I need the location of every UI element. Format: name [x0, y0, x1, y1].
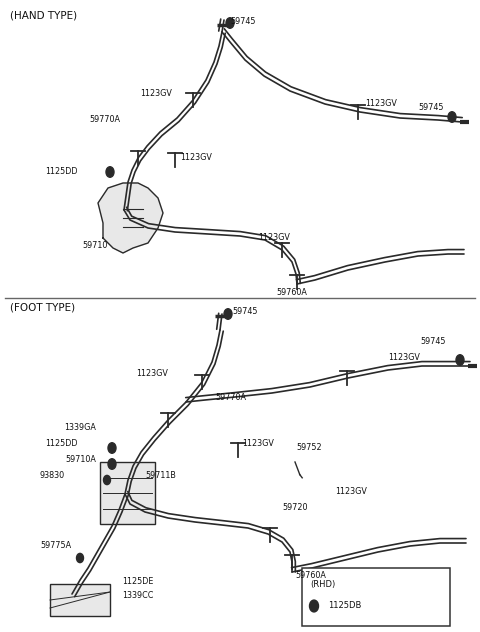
Text: 1123GV: 1123GV: [180, 154, 212, 162]
Text: 59710: 59710: [83, 241, 108, 250]
Bar: [302, 568, 450, 626]
Text: (HAND TYPE): (HAND TYPE): [10, 10, 77, 20]
Text: 1123GV: 1123GV: [335, 487, 367, 497]
Text: 1339GA: 1339GA: [64, 423, 96, 432]
Polygon shape: [98, 183, 163, 253]
Circle shape: [104, 475, 110, 485]
Text: 59775A: 59775A: [40, 540, 71, 549]
Circle shape: [108, 443, 116, 453]
Text: (FOOT TYPE): (FOOT TYPE): [10, 302, 75, 312]
Text: 59710A: 59710A: [65, 456, 96, 465]
Text: 93830: 93830: [40, 471, 65, 480]
Text: 59760A: 59760A: [276, 288, 307, 297]
Text: 59745: 59745: [420, 337, 445, 346]
Text: 1123GV: 1123GV: [258, 233, 290, 243]
Circle shape: [224, 309, 232, 319]
Text: 59745: 59745: [232, 308, 257, 317]
Bar: [100, 462, 155, 524]
Text: 1125DE: 1125DE: [122, 578, 154, 586]
Text: 1123GV: 1123GV: [136, 370, 168, 379]
Text: 1123GV: 1123GV: [365, 99, 397, 109]
Text: 1123GV: 1123GV: [140, 88, 172, 97]
Text: 1123GV: 1123GV: [388, 353, 420, 363]
Text: 1339CC: 1339CC: [122, 590, 154, 600]
Text: 59770A: 59770A: [215, 394, 246, 403]
Text: 59720: 59720: [282, 504, 308, 513]
Circle shape: [448, 112, 456, 122]
Text: 59752: 59752: [296, 444, 322, 453]
Circle shape: [106, 167, 114, 177]
Text: 59760A: 59760A: [295, 571, 326, 581]
Circle shape: [456, 355, 464, 365]
Circle shape: [310, 600, 319, 612]
Bar: [50, 584, 110, 616]
Circle shape: [76, 554, 84, 562]
Circle shape: [226, 18, 234, 28]
Text: 59711B: 59711B: [145, 471, 176, 480]
Text: 1125DD: 1125DD: [45, 439, 77, 449]
Circle shape: [108, 459, 116, 470]
Text: (RHD): (RHD): [310, 580, 335, 589]
Text: 59745: 59745: [418, 104, 444, 112]
Text: 1123GV: 1123GV: [242, 439, 274, 449]
Text: 1125DD: 1125DD: [45, 167, 77, 176]
Text: 59770A: 59770A: [89, 114, 120, 123]
Text: 59745: 59745: [230, 18, 255, 27]
Text: 1125DB: 1125DB: [328, 602, 361, 611]
